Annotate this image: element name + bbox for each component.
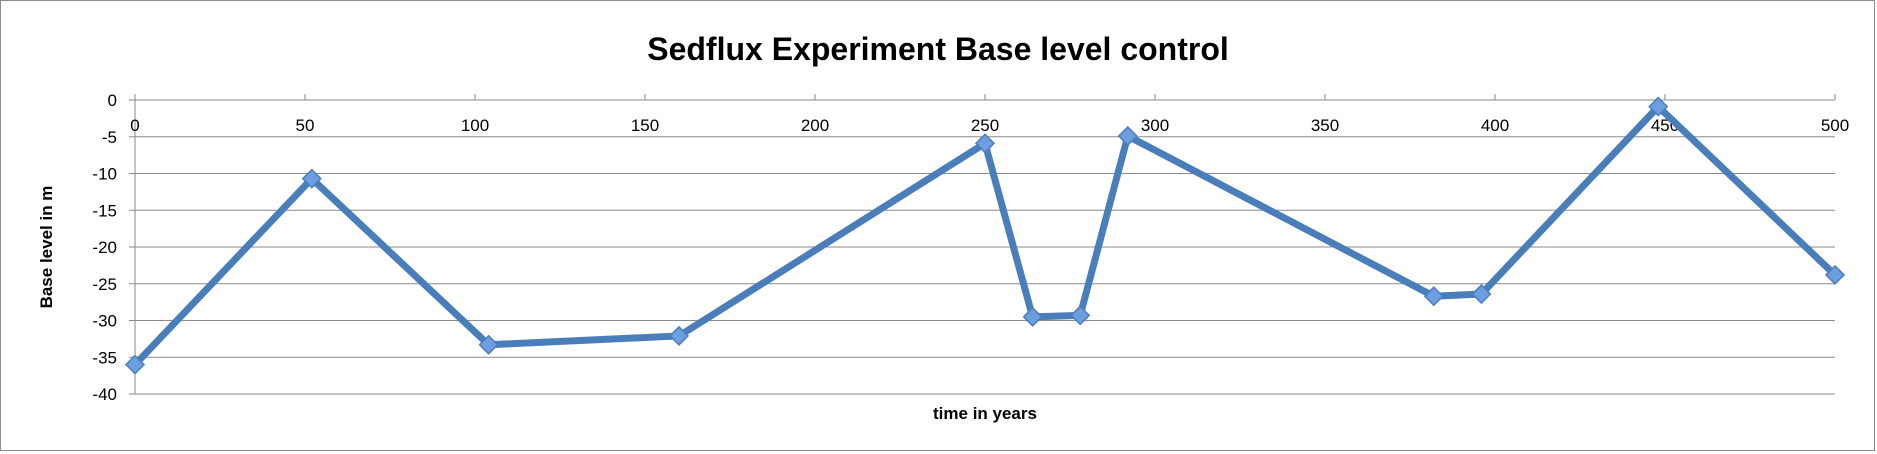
series-line xyxy=(131,103,1839,369)
y-tick-label: -30 xyxy=(92,312,117,331)
data-point-marker xyxy=(124,354,146,375)
x-tick-label: 250 xyxy=(971,116,999,135)
data-point-marker xyxy=(668,325,690,346)
y-axis-label: Base level in m xyxy=(37,186,56,309)
data-point-marker xyxy=(478,334,499,355)
x-tick-label: 200 xyxy=(801,116,829,135)
y-tick-label: -35 xyxy=(92,348,117,367)
y-tick-label: 0 xyxy=(108,91,117,110)
series-layer xyxy=(131,103,1839,369)
x-tick-label: 300 xyxy=(1141,116,1169,135)
marker-layer xyxy=(124,96,1846,375)
data-point-marker xyxy=(1423,286,1444,307)
y-tick-label: -5 xyxy=(102,128,117,147)
data-point-marker xyxy=(1022,306,1043,327)
x-axis-label: time in years xyxy=(933,404,1037,423)
data-point-marker xyxy=(1070,305,1091,326)
x-tick-label: 150 xyxy=(631,116,659,135)
grid-lines xyxy=(129,94,1836,395)
x-tick-label: 400 xyxy=(1481,116,1509,135)
y-tick-label: -20 xyxy=(92,238,117,257)
data-point-marker xyxy=(1824,264,1846,285)
data-point-marker xyxy=(1117,125,1138,147)
chart-title: Sedflux Experiment Base level control xyxy=(647,31,1229,67)
x-tick-label: 50 xyxy=(296,116,315,135)
y-tick-label: -10 xyxy=(92,165,117,184)
x-tick-label: 100 xyxy=(461,116,489,135)
data-point-marker xyxy=(1648,96,1669,117)
data-point-marker xyxy=(301,168,322,189)
tick-labels: 0 -5 -10 -15 -20 -25 -30 -35 -40 0 50 100 150 200 250 3… xyxy=(92,91,1849,404)
y-tick-label: -40 xyxy=(92,385,117,404)
data-point-marker xyxy=(1471,283,1492,305)
data-point-marker xyxy=(974,133,996,154)
x-tick-label: 500 xyxy=(1821,116,1849,135)
y-tick-label: -25 xyxy=(92,275,117,294)
x-tick-label: 350 xyxy=(1311,116,1339,135)
x-tick-label: 0 xyxy=(130,116,139,135)
y-tick-label: -15 xyxy=(92,201,117,220)
